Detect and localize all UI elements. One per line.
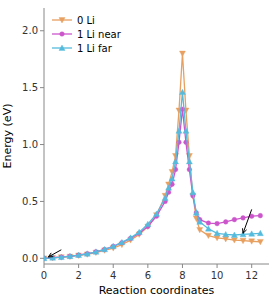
y-tick-label: 0.5 xyxy=(22,196,38,207)
data-point xyxy=(179,51,185,56)
data-point xyxy=(93,249,99,254)
data-point xyxy=(94,250,99,255)
y-tick-label: 1.0 xyxy=(22,139,38,150)
legend-label: 0 Li xyxy=(77,15,95,26)
series-line xyxy=(44,92,260,258)
data-point xyxy=(169,176,175,181)
legend-marker xyxy=(59,45,65,50)
data-point xyxy=(173,159,179,164)
y-tick xyxy=(40,144,44,145)
annotation-arrow xyxy=(48,250,61,257)
data-point xyxy=(258,213,263,218)
y-tick xyxy=(40,87,44,88)
data-point xyxy=(50,255,55,260)
x-tick xyxy=(217,264,218,268)
x-tick-label: 2 xyxy=(75,270,81,281)
x-tick-label: 10 xyxy=(211,270,224,281)
x-tick xyxy=(251,264,252,268)
x-tick xyxy=(182,264,183,268)
data-point xyxy=(58,254,64,259)
data-point xyxy=(223,220,228,225)
series-line xyxy=(44,54,260,259)
x-tick xyxy=(147,264,148,268)
data-point xyxy=(193,210,199,215)
data-point xyxy=(176,128,182,133)
data-point xyxy=(240,238,246,243)
data-point xyxy=(59,255,64,260)
x-tick-label: 12 xyxy=(245,270,258,281)
legend: 0 Li 1 Li near 1 Li far xyxy=(52,15,122,54)
y-axis-line xyxy=(44,8,45,264)
data-point xyxy=(257,239,263,244)
series-line xyxy=(44,109,260,258)
data-point xyxy=(154,211,160,216)
data-point xyxy=(205,226,211,231)
data-point xyxy=(44,255,47,260)
data-point xyxy=(223,231,229,236)
legend-marker xyxy=(59,18,65,23)
data-point xyxy=(231,232,237,237)
x-axis-label: Reaction coordinates xyxy=(99,284,215,297)
data-point xyxy=(214,235,220,240)
data-point xyxy=(231,238,237,243)
x-tick-label: 4 xyxy=(110,270,116,281)
data-point xyxy=(197,227,203,232)
data-point xyxy=(249,239,255,244)
data-point xyxy=(84,251,90,256)
y-axis-label: Energy (eV) xyxy=(1,104,14,169)
y-tick xyxy=(40,30,44,31)
data-point xyxy=(223,237,229,242)
data-point xyxy=(186,159,192,164)
data-point xyxy=(76,252,82,257)
x-axis-line xyxy=(44,264,269,265)
data-point xyxy=(68,254,73,259)
data-point xyxy=(190,189,196,194)
x-tick xyxy=(78,264,79,268)
data-point xyxy=(232,217,237,222)
plot-area xyxy=(44,51,263,261)
data-point xyxy=(214,230,220,235)
y-tick-label: 2.0 xyxy=(22,25,38,36)
x-tick xyxy=(113,264,114,268)
data-point xyxy=(76,253,82,258)
data-point xyxy=(241,216,246,221)
data-point xyxy=(67,253,73,258)
chart: 0 2 4 6 8 10 12 0.0 0.5 1.0 1.5 2.0 Reaction coordin… xyxy=(0,0,279,300)
data-point xyxy=(206,221,211,226)
x-tick-label: 8 xyxy=(179,270,185,281)
data-point xyxy=(136,229,142,234)
data-point xyxy=(205,233,211,238)
data-point xyxy=(257,230,263,235)
x-tick-label: 0 xyxy=(41,270,47,281)
data-point xyxy=(249,231,255,236)
data-point xyxy=(183,128,189,133)
data-point xyxy=(102,246,108,251)
data-point xyxy=(85,251,90,256)
data-point xyxy=(162,195,168,200)
data-point xyxy=(128,235,134,240)
data-point xyxy=(145,221,151,226)
y-tick-label: 0.0 xyxy=(22,253,38,264)
y-tick xyxy=(40,258,44,259)
data-point xyxy=(76,253,81,258)
data-point xyxy=(166,185,172,190)
data-point xyxy=(179,89,185,94)
data-point xyxy=(197,219,203,224)
x-tick xyxy=(44,264,45,268)
data-point xyxy=(110,243,116,248)
legend-marker xyxy=(60,32,65,37)
data-point xyxy=(67,254,73,259)
data-point xyxy=(215,221,220,226)
data-point xyxy=(119,239,125,244)
data-point xyxy=(111,244,116,249)
legend-label: 1 Li far xyxy=(77,43,113,54)
y-tick-label: 1.5 xyxy=(22,82,38,93)
data-point xyxy=(194,211,199,216)
legend-label: 1 Li near xyxy=(77,29,122,40)
data-point xyxy=(102,247,107,252)
x-tick-label: 6 xyxy=(145,270,151,281)
annotation-arrow xyxy=(243,209,252,233)
y-tick xyxy=(40,201,44,202)
